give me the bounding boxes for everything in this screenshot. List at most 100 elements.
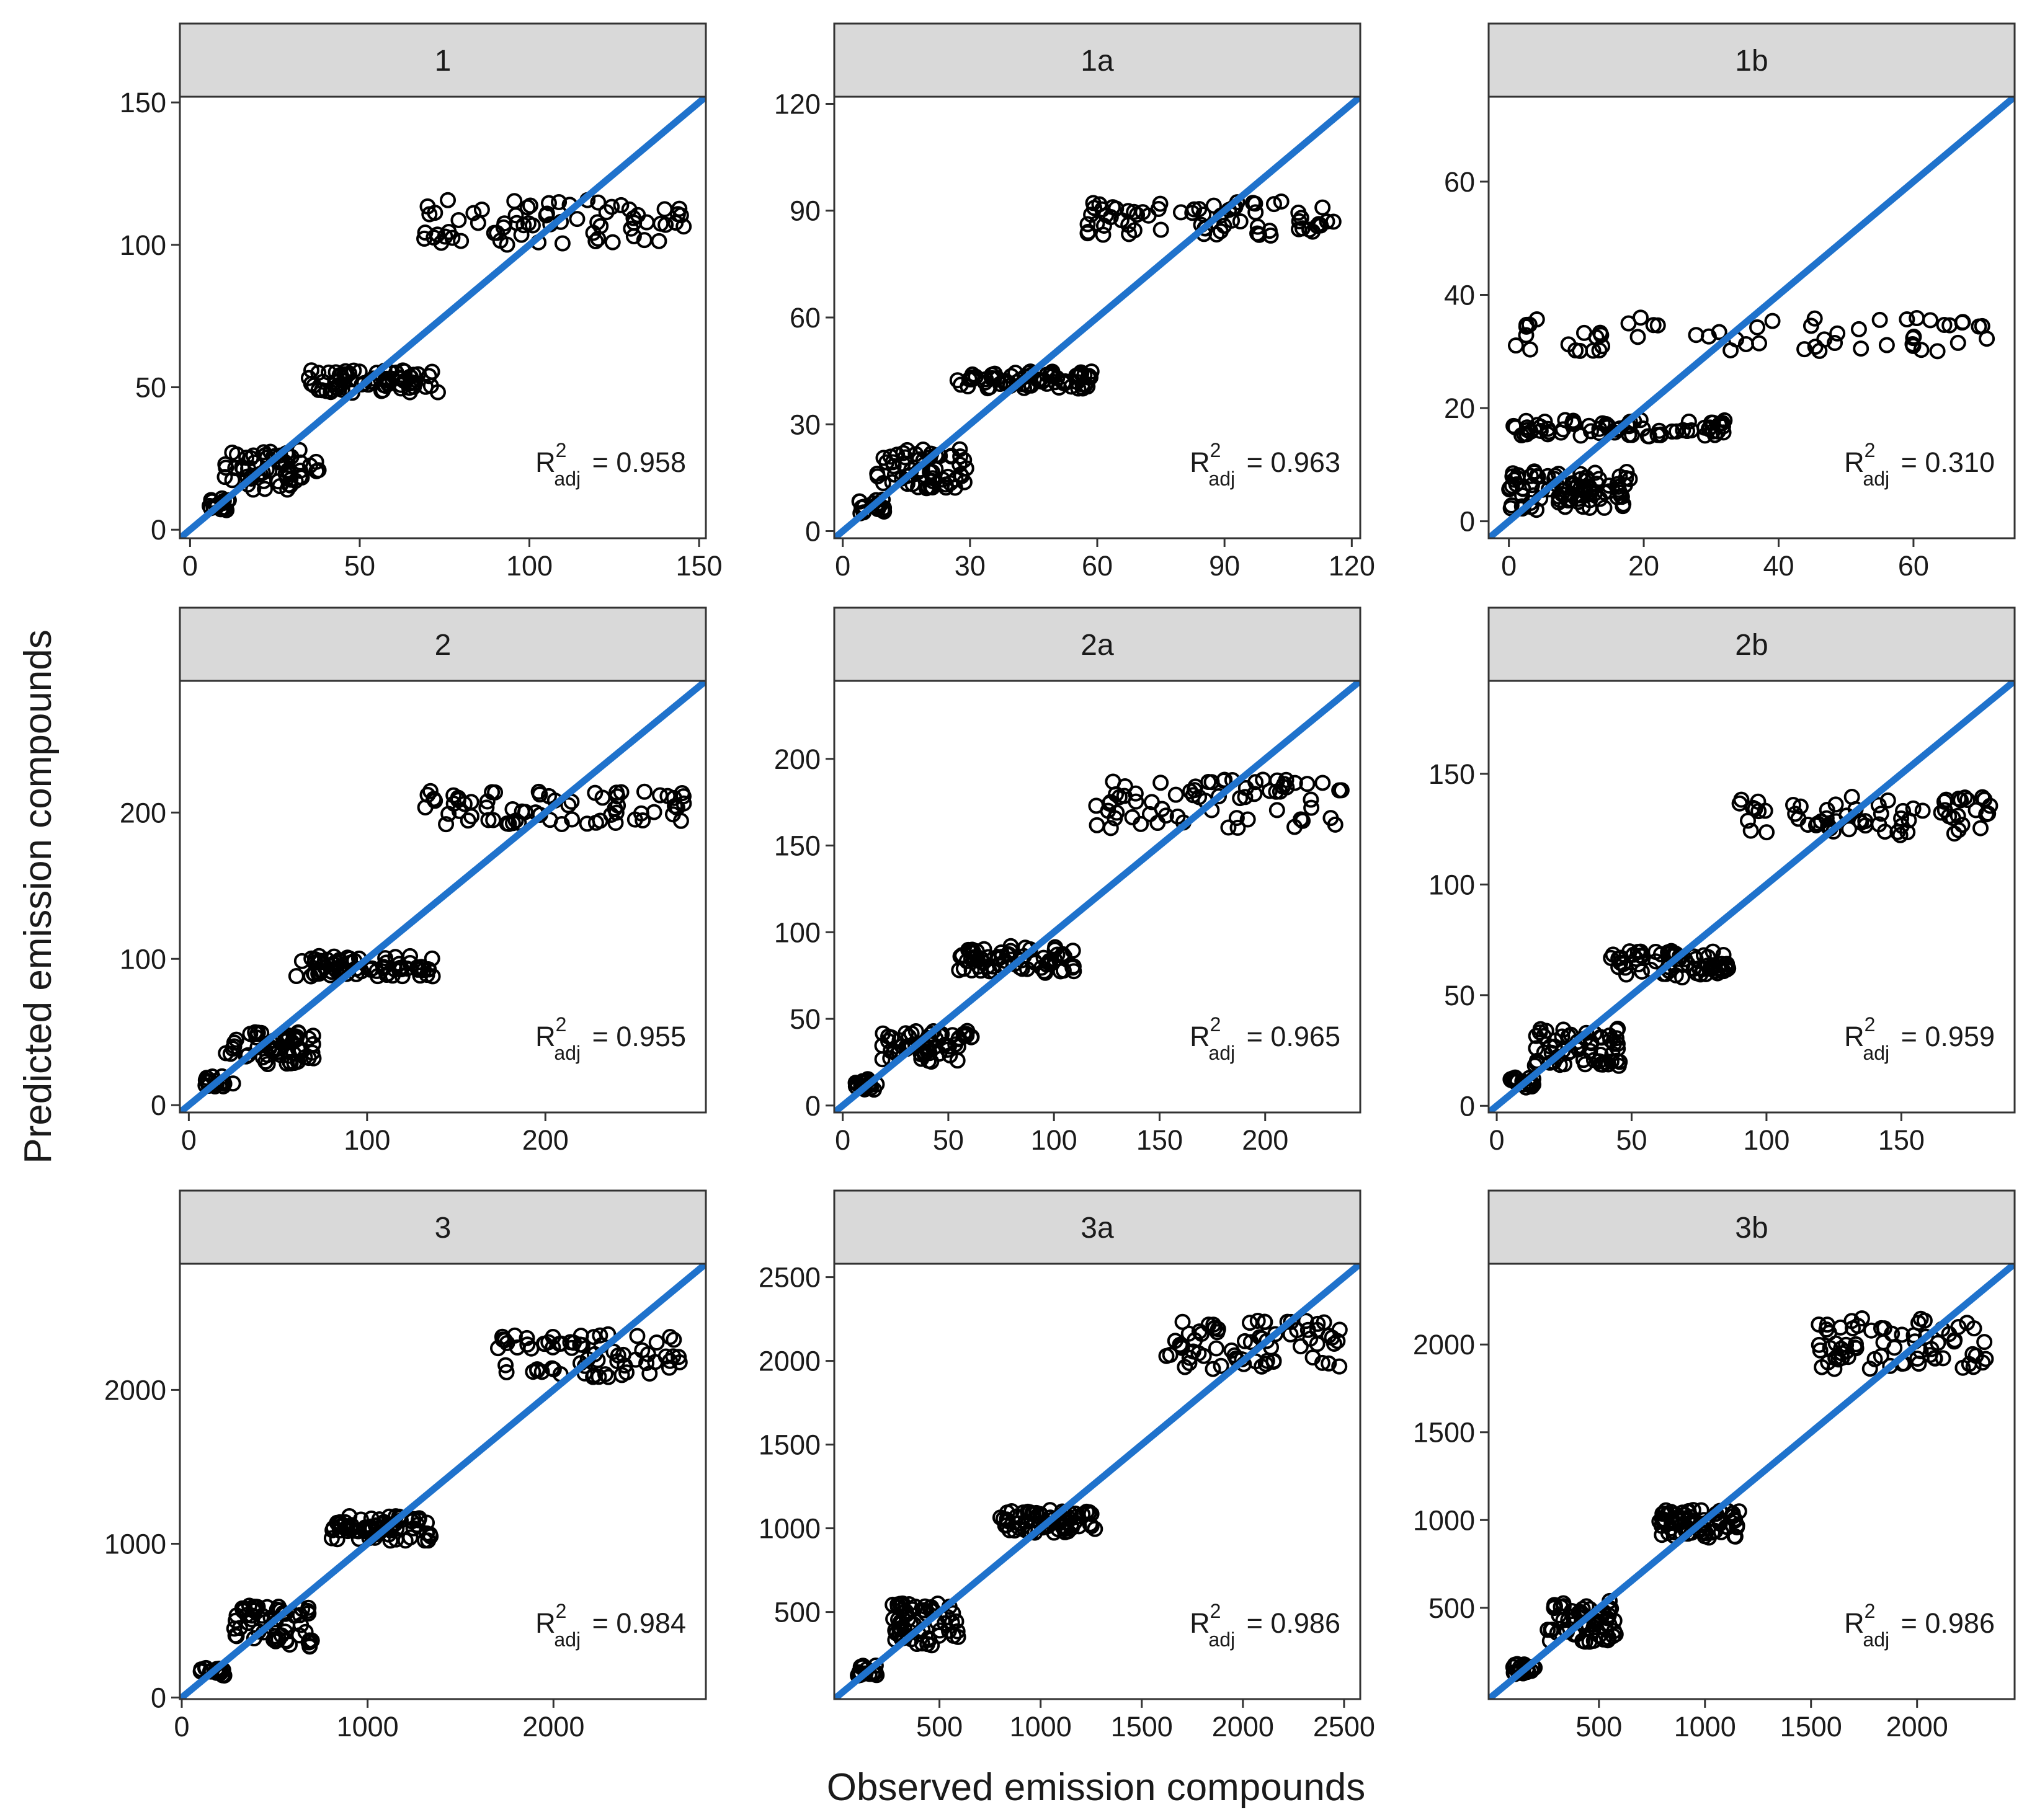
data-point — [1331, 1358, 1348, 1375]
data-point — [1959, 792, 1976, 809]
panel-1: 1 0 50 100 150 0 50 100 150 R2 adj = 0.958 — [120, 22, 723, 582]
data-point — [607, 814, 624, 831]
data-point — [450, 211, 467, 228]
fit-line — [1489, 1264, 2015, 1699]
data-point — [1610, 478, 1627, 495]
strip-header — [833, 606, 1361, 682]
strip-label: 3 — [435, 1212, 452, 1245]
r2-value: = 0.963 — [1239, 446, 1340, 478]
data-point — [648, 1334, 665, 1351]
strip-label: 1b — [1735, 45, 1768, 78]
fit-line — [834, 1264, 1360, 1699]
y-tick-label: 1500 — [759, 1429, 821, 1461]
r2-value: = 0.984 — [584, 1607, 686, 1639]
y-tick-label: 500 — [774, 1597, 821, 1628]
data-point — [675, 218, 692, 235]
data-point — [878, 454, 895, 471]
data-point — [228, 446, 245, 463]
data-point — [1530, 469, 1546, 486]
data-point — [1899, 311, 1915, 328]
x-tick-label: 100 — [506, 550, 553, 582]
x-tick-label: 1500 — [1780, 1711, 1842, 1742]
data-point — [270, 473, 287, 490]
x-tick-label: 100 — [344, 1124, 390, 1156]
data-point — [1249, 1313, 1266, 1329]
data-point — [1528, 1028, 1544, 1044]
x-tick-label: 150 — [676, 550, 723, 582]
data-point — [1729, 1519, 1745, 1535]
data-point — [1630, 956, 1647, 973]
data-point — [507, 207, 524, 224]
data-point — [605, 1343, 622, 1360]
data-point — [519, 1336, 536, 1353]
data-point — [497, 1357, 514, 1374]
y-tick-label: 100 — [774, 917, 821, 948]
data-point — [1807, 339, 1824, 355]
data-point — [1578, 469, 1595, 486]
data-point — [1956, 789, 1973, 806]
r2-symbol: R — [1844, 446, 1865, 478]
r2-value: = 0.986 — [1893, 1607, 1995, 1639]
x-tick-label: 100 — [1743, 1124, 1789, 1156]
data-point — [572, 1336, 589, 1353]
data-point — [1606, 1623, 1623, 1640]
strip-label: 2 — [435, 629, 452, 662]
data-point — [1554, 486, 1571, 502]
data-point — [1086, 200, 1103, 216]
data-point — [1608, 1052, 1625, 1069]
x-tick-label: 1000 — [337, 1711, 399, 1742]
data-point — [1126, 203, 1143, 220]
data-point — [880, 1032, 897, 1049]
data-point — [1950, 790, 1967, 807]
data-point — [282, 1055, 299, 1072]
data-point — [1733, 791, 1750, 808]
data-point — [1899, 824, 1916, 841]
data-point — [914, 1602, 931, 1618]
data-point — [1528, 1052, 1545, 1069]
data-point — [292, 469, 308, 486]
data-point — [626, 215, 643, 231]
data-point — [1600, 1056, 1616, 1073]
y-tick-label: 2500 — [759, 1262, 821, 1294]
data-point — [551, 193, 568, 210]
data-point — [245, 447, 262, 464]
data-point — [1522, 341, 1538, 358]
data-point — [920, 479, 937, 495]
data-point — [1177, 1359, 1193, 1375]
data-point — [303, 362, 319, 379]
data-point — [216, 1667, 233, 1684]
data-point — [1974, 789, 1991, 806]
data-point — [1605, 946, 1621, 963]
data-point — [635, 812, 651, 828]
r2-value: = 0.959 — [1893, 1021, 1995, 1052]
data-point — [478, 799, 495, 816]
data-point — [411, 1510, 427, 1527]
data-point — [1567, 342, 1584, 359]
point-group — [851, 193, 1342, 522]
data-point — [951, 1030, 968, 1047]
data-point — [1611, 420, 1628, 437]
data-point — [1853, 1310, 1870, 1327]
data-point — [1501, 481, 1518, 498]
data-point — [587, 814, 604, 831]
data-point — [1554, 1028, 1571, 1045]
x-tick-label: 60 — [1898, 550, 1929, 582]
x-tick-label: 1000 — [1674, 1711, 1736, 1742]
panel-border — [1487, 1263, 2016, 1700]
data-point — [669, 799, 686, 816]
x-tick-label: 0 — [1501, 550, 1517, 582]
data-point — [1577, 1056, 1593, 1073]
data-point — [440, 192, 457, 208]
data-point — [1294, 220, 1311, 237]
data-point — [519, 199, 536, 216]
data-point — [1262, 227, 1279, 244]
data-point — [1582, 492, 1598, 508]
data-point — [1820, 1325, 1837, 1341]
panel-border — [179, 95, 707, 539]
data-point — [1079, 225, 1096, 242]
data-point — [1803, 317, 1819, 334]
r2-symbol: R — [1190, 1021, 1210, 1052]
data-point — [440, 224, 457, 241]
data-point — [1811, 1336, 1827, 1353]
